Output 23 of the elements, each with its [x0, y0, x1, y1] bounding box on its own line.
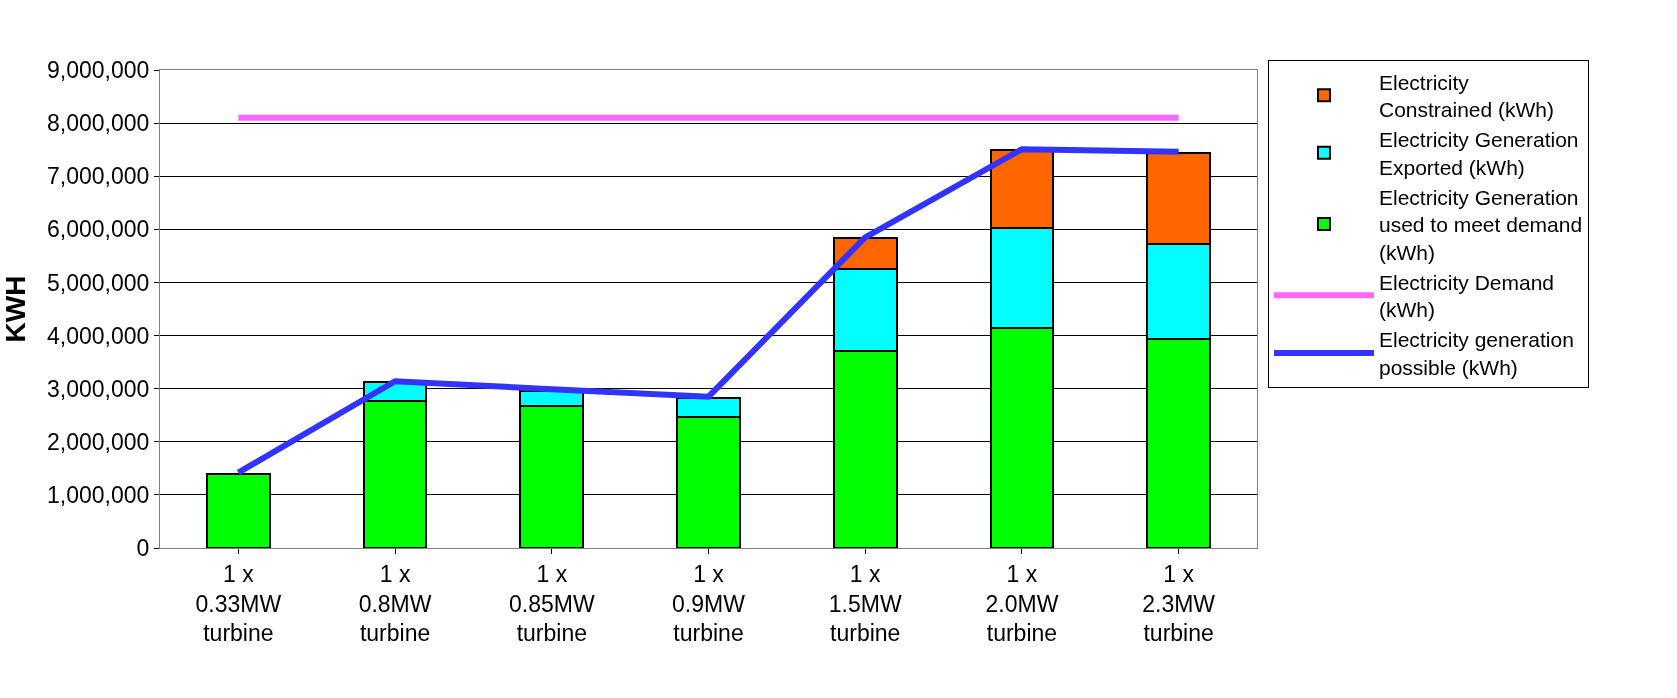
legend-label: Electricity Generation Exported (kWh) — [1378, 128, 1579, 179]
x-tick-label: 1 x 0.85MW turbine — [508, 560, 595, 647]
y-tick-label: 9,000,000 — [47, 57, 150, 84]
y-tick-label: 7,000,000 — [47, 163, 150, 190]
x-tick-label: 1 x 2.0MW turbine — [985, 560, 1059, 647]
x-tick-label: 1 x 0.33MW turbine — [195, 560, 282, 647]
legend-label: Electricity Demand (kWh) — [1378, 270, 1555, 322]
y-tick-label: 5,000,000 — [47, 269, 150, 296]
x-tick-label: 1 x 1.5MW turbine — [828, 560, 902, 647]
legend-label: Electricity Constrained (kWh) — [1378, 70, 1555, 122]
y-tick-label: 0 — [136, 535, 150, 562]
y-tick-label: 2,000,000 — [47, 428, 150, 455]
legend-label: Electricity generation possible (kWh) — [1378, 328, 1574, 379]
y-tick-label: 8,000,000 — [47, 110, 150, 137]
x-tick-label: 1 x 2.3MW turbine — [1142, 560, 1216, 647]
x-tick-label: 1 x 0.9MW turbine — [672, 560, 746, 647]
legend-label: Electricity Generation used to meet demand (kWh) — [1378, 185, 1583, 264]
y-axis-title: KWH — [0, 275, 31, 343]
y-tick-label: 1,000,000 — [47, 481, 150, 508]
y-tick-label: 3,000,000 — [47, 375, 150, 402]
y-tick-label: 6,000,000 — [47, 216, 150, 243]
y-tick-label: 4,000,000 — [47, 322, 150, 349]
x-tick-label: 1 x 0.8MW turbine — [358, 560, 432, 647]
